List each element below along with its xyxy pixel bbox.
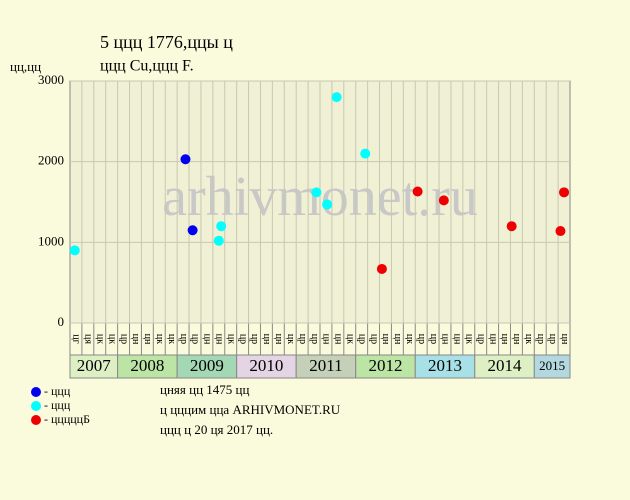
y-tick-label: 0: [58, 314, 65, 329]
column-label: цн: [202, 334, 213, 345]
column-label: цр: [356, 334, 367, 344]
column-label: цр: [249, 334, 260, 344]
column-label: цк: [404, 334, 415, 344]
point: [180, 154, 191, 165]
column-label: цр: [297, 334, 308, 344]
year-label: 2011: [309, 356, 342, 375]
column-label: цр: [178, 334, 189, 344]
point: [216, 221, 227, 232]
legend-label: - цццццБ: [44, 412, 90, 426]
column-label: цр: [118, 334, 129, 344]
legend-label: - ццц: [44, 384, 71, 398]
year-label: 2015: [539, 358, 565, 373]
column-label: цр: [475, 334, 486, 344]
point: [438, 195, 449, 206]
title-line: ццц Cu,ццц F.: [100, 58, 194, 75]
note: ццц ц 20 ця 2017 цц.: [160, 422, 273, 437]
column-label: цк: [106, 334, 117, 344]
note: ц цццим цца ARHIVMONET.RU: [160, 402, 341, 417]
column-label: цк: [523, 334, 534, 344]
column-label: цн: [214, 334, 225, 345]
point: [555, 226, 566, 237]
year-label: 2008: [130, 356, 164, 375]
legend-label: - ццц: [44, 398, 71, 412]
column-label: цн: [321, 334, 332, 345]
column-label: цг: [71, 334, 82, 343]
point: [311, 187, 322, 198]
y-tick-label: 1000: [38, 233, 64, 248]
column-label: цн: [380, 334, 391, 345]
legend-marker: [31, 415, 41, 425]
year-label: 2009: [190, 356, 224, 375]
point: [506, 221, 517, 232]
point: [187, 225, 198, 236]
legend-marker: [31, 387, 41, 397]
title-line: 5 ццц 1776,ццы ц: [100, 32, 233, 52]
column-label: цк: [94, 334, 105, 344]
column-label: цн: [452, 334, 463, 345]
y-tick-label: 2000: [38, 153, 64, 168]
point: [331, 92, 342, 103]
column-label: цн: [333, 334, 344, 345]
y-axis-label: цц,цц: [10, 59, 41, 74]
column-label: цн: [261, 334, 272, 345]
column-label: цн: [130, 334, 141, 345]
point: [69, 245, 80, 256]
column-label: цр: [416, 334, 427, 344]
point: [559, 187, 570, 198]
column-label: цн: [487, 334, 498, 345]
column-label: цн: [142, 334, 153, 345]
column-label: цр: [368, 334, 379, 344]
point: [376, 263, 387, 274]
column-label: цк: [225, 334, 236, 344]
column-label: ця: [83, 334, 94, 344]
column-label: цн: [440, 334, 451, 345]
column-label: цр: [535, 334, 546, 344]
column-label: цк: [166, 334, 177, 344]
column-label: цк: [154, 334, 165, 344]
point: [360, 148, 371, 159]
column-label: цн: [499, 334, 510, 345]
year-band: [533, 354, 571, 379]
column-label: цн: [511, 334, 522, 345]
point: [213, 235, 224, 246]
year-label: 2007: [77, 356, 112, 375]
column-label: цр: [547, 334, 558, 344]
year-label: 2013: [428, 356, 462, 375]
point: [412, 186, 423, 197]
column-label: цр: [309, 334, 320, 344]
column-label: цр: [237, 334, 248, 344]
legend-marker: [31, 401, 41, 411]
point: [322, 199, 333, 210]
column-label: цн: [273, 334, 284, 345]
year-label: 2010: [249, 356, 283, 375]
column-label: цн: [559, 334, 570, 345]
column-label: цр: [428, 334, 439, 344]
column-label: цр: [190, 334, 201, 344]
column-label: цк: [344, 334, 355, 344]
year-label: 2014: [488, 356, 523, 375]
y-tick-label: 3000: [38, 72, 64, 87]
year-label: 2012: [368, 356, 402, 375]
column-label: цк: [285, 334, 296, 344]
note: цняя цц 1475 цц: [160, 382, 249, 397]
column-label: цк: [464, 334, 475, 344]
column-label: цн: [392, 334, 403, 345]
